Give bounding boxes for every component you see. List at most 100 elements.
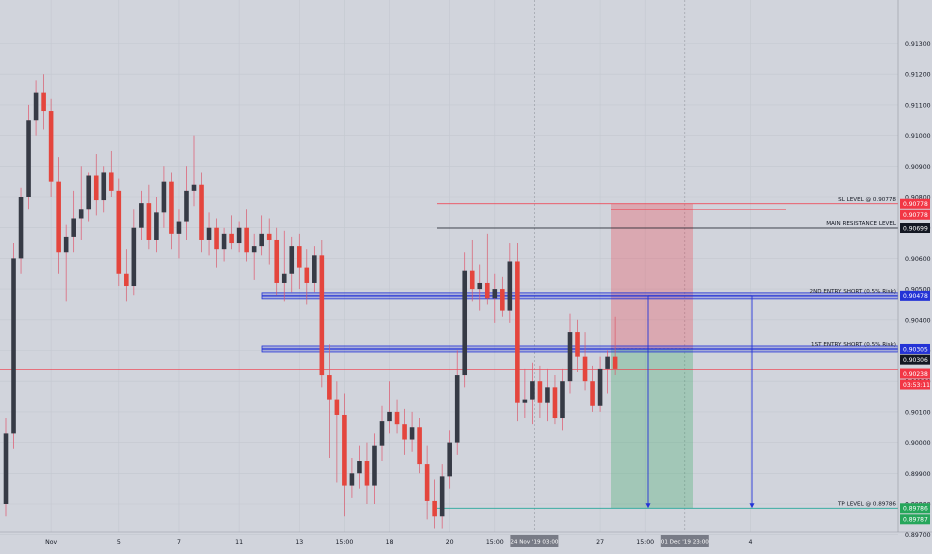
- price-axis-background: [898, 0, 932, 550]
- time-tick-label: 11: [235, 539, 243, 546]
- candle: [26, 104, 31, 210]
- candle: [184, 166, 189, 240]
- candle-body: [146, 203, 152, 240]
- candle-body: [184, 190, 189, 222]
- candle: [560, 368, 565, 431]
- candle-body: [379, 421, 385, 446]
- candle-body: [176, 221, 182, 234]
- candle: [597, 356, 603, 412]
- candle-body: [447, 442, 452, 477]
- resistance-price-tag-box: [900, 223, 930, 234]
- candle: [221, 227, 227, 262]
- candle-body: [590, 381, 595, 406]
- candle-body: [33, 92, 39, 121]
- candle-body: [251, 246, 257, 253]
- countdown-tag-text: 03:53:11: [903, 382, 930, 389]
- current-price-tag-box: [900, 368, 930, 379]
- candle: [567, 313, 573, 394]
- time-axis[interactable]: Nov 5 7 11 13 15:00 18 20 15:00 27 15:00 4 24 Nov '1…: [0, 531, 932, 547]
- candle: [214, 218, 219, 268]
- candle-body: [417, 427, 422, 465]
- candle-body: [3, 433, 9, 504]
- candle-body: [500, 289, 505, 311]
- candle: [484, 233, 490, 305]
- candle-body: [605, 356, 610, 369]
- candle: [454, 350, 460, 455]
- candle: [349, 457, 355, 498]
- candle-body: [169, 181, 174, 234]
- candle: [93, 154, 99, 216]
- candle-body: [124, 273, 129, 287]
- crosshair-time-label: 24 Nov '19 03:00: [510, 535, 559, 547]
- candle-body: [26, 120, 31, 197]
- candle-body: [319, 255, 325, 376]
- candle: [229, 215, 234, 250]
- candle: [357, 445, 362, 489]
- candlestick-series: [3, 74, 618, 529]
- candle: [71, 190, 76, 253]
- candle: [236, 221, 242, 253]
- time-tick-label: 5: [117, 539, 121, 546]
- candle-body: [274, 239, 280, 283]
- candle: [33, 80, 39, 136]
- candle-body: [454, 375, 460, 443]
- main-resistance-line-label: MAIN RESISTANCE LEVEL: [826, 221, 897, 227]
- price-axis[interactable]: 0.91300 0.91200 0.91100 0.91000 0.90900 0.908…: [897, 0, 932, 550]
- candle: [296, 233, 302, 290]
- candle-body: [229, 233, 234, 244]
- candle-body: [41, 92, 46, 112]
- position-entry-tag-text: 0.90306: [903, 357, 928, 364]
- candle: [364, 442, 370, 504]
- candle: [116, 178, 122, 287]
- candle: [259, 215, 264, 256]
- entry2-price-tag: 0.90478: [900, 290, 930, 301]
- time-tick-label: 4: [749, 539, 753, 546]
- candle-body: [101, 172, 107, 201]
- tp-secondary-tag-text: 0.89787: [903, 517, 928, 524]
- candle: [274, 227, 280, 296]
- candle: [154, 197, 159, 253]
- candle-body: [56, 181, 61, 253]
- candle: [462, 252, 468, 388]
- price-tick-label: 0.90800: [905, 195, 931, 202]
- candle-body: [206, 227, 212, 240]
- trade-arrows: [645, 295, 755, 509]
- entry2-price-tag-box: [900, 290, 930, 301]
- candle: [327, 344, 332, 458]
- time-tick-label: Nov: [45, 539, 57, 546]
- candle: [281, 230, 287, 302]
- candle: [304, 249, 310, 305]
- candle-body: [477, 282, 483, 290]
- candle-body: [48, 111, 54, 182]
- second-entry-line-label: 2ND ENTRY SHORT (0.5% Risk): [810, 289, 896, 295]
- candle: [11, 243, 16, 449]
- candle: [199, 172, 204, 253]
- candle: [590, 365, 595, 412]
- candle-body: [334, 399, 340, 415]
- candle-body: [214, 227, 219, 250]
- candle: [101, 166, 107, 213]
- candle-body: [154, 212, 159, 240]
- candle-body: [575, 332, 580, 357]
- candle: [251, 233, 257, 280]
- entry2-price-tag-text: 0.90478: [903, 293, 928, 300]
- candle-body: [342, 414, 347, 486]
- arrow-head: [645, 503, 651, 509]
- candle-body: [349, 473, 355, 486]
- candle-body: [372, 445, 377, 486]
- candle-body: [469, 270, 475, 290]
- candle-body: [387, 411, 392, 422]
- tp-secondary-tag: 0.89787: [900, 514, 930, 525]
- candle-body: [462, 270, 468, 376]
- candle-body: [221, 233, 227, 250]
- candle: [342, 393, 347, 517]
- candle: [206, 212, 212, 256]
- candle-body: [484, 282, 490, 299]
- candle-body: [296, 246, 302, 268]
- price-tick-label: 0.90500: [905, 287, 931, 294]
- candle-body: [131, 227, 137, 287]
- candle: [409, 411, 415, 452]
- price-tick-label: 0.89700: [905, 532, 931, 539]
- time-tick-label: 15:00: [486, 539, 504, 546]
